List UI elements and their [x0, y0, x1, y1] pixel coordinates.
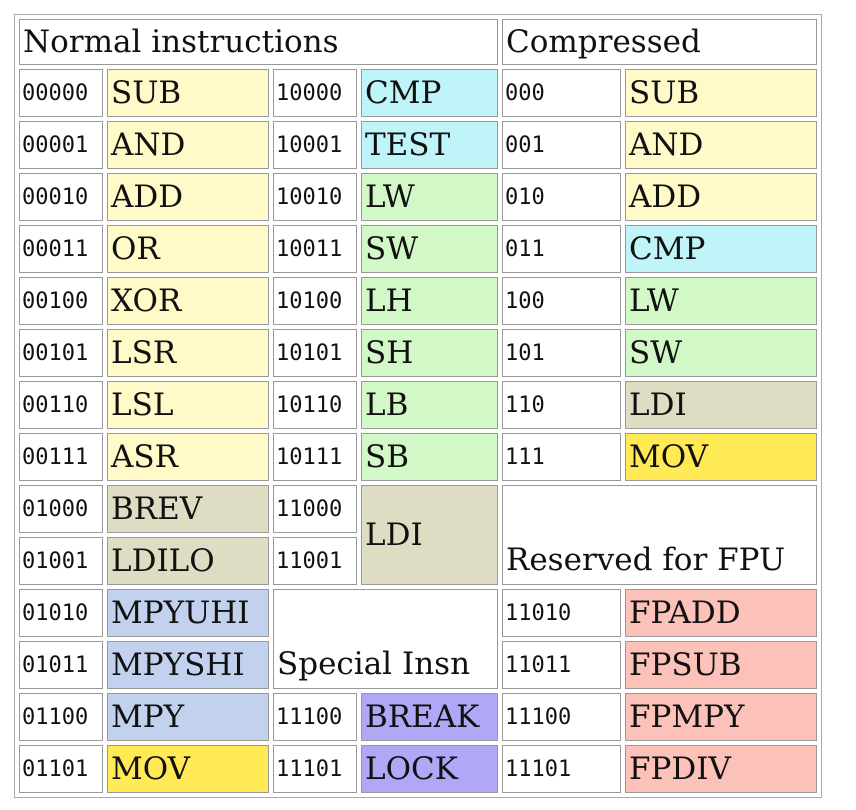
mnemonic-cell: LSR: [107, 329, 269, 377]
mnemonic-cell: ADD: [107, 173, 269, 221]
mnemonic-cell: LDILO: [107, 537, 269, 585]
opcode-cell: 10101: [273, 329, 357, 377]
opcode-cell: 01100: [19, 693, 103, 741]
mnemonic-cell: ASR: [107, 433, 269, 481]
opcode-cell: 10110: [273, 381, 357, 429]
table-row: 00111 ASR 10111 SB 111 MOV: [19, 433, 817, 481]
opcode-cell: 10100: [273, 277, 357, 325]
mnemonic-cell: XOR: [107, 277, 269, 325]
mnemonic-cell: CMP: [625, 225, 817, 273]
table-row: 01001 LDILO 11001: [19, 537, 817, 585]
opcode-cell: 10001: [273, 121, 357, 169]
mnemonic-cell: ADD: [625, 173, 817, 221]
table-frame: Normal instructions Compressed 00000 SUB 100…: [14, 14, 822, 798]
mnemonic-cell: MPYUHI: [107, 589, 269, 637]
table-row: 00010 ADD 10010 LW 010 ADD: [19, 173, 817, 221]
opcode-cell: 11101: [273, 745, 357, 793]
opcode-cell: 00110: [19, 381, 103, 429]
mnemonic-cell: SW: [361, 225, 498, 273]
opcode-cell: 111: [502, 433, 621, 481]
opcode-cell: 00101: [19, 329, 103, 377]
mnemonic-cell: MPYSHI: [107, 641, 269, 689]
opcode-cell: 11000: [273, 485, 357, 533]
opcode-cell: 11101: [502, 745, 621, 793]
table-row: 01011 MPYSHI 11011 FPSUB: [19, 641, 817, 689]
opcode-cell: 10111: [273, 433, 357, 481]
mnemonic-cell: CMP: [361, 69, 498, 117]
mnemonic-cell: Special Insn: [273, 589, 498, 689]
opcode-cell: 11001: [273, 537, 357, 585]
mnemonic-cell: TEST: [361, 121, 498, 169]
table-row: 00000 SUB 10000 CMP 000 SUB: [19, 69, 817, 117]
mnemonic-cell: MOV: [625, 433, 817, 481]
opcode-cell: 00000: [19, 69, 103, 117]
mnemonic-cell: FPMPY: [625, 693, 817, 741]
mnemonic-cell: SUB: [625, 69, 817, 117]
mnemonic-cell: LSL: [107, 381, 269, 429]
mnemonic-cell: MPY: [107, 693, 269, 741]
opcode-cell: 00011: [19, 225, 103, 273]
mnemonic-cell: LW: [361, 173, 498, 221]
mnemonic-cell: FPADD: [625, 589, 817, 637]
mnemonic-cell: LW: [625, 277, 817, 325]
opcode-cell: 10010: [273, 173, 357, 221]
mnemonic-cell: FPDIV: [625, 745, 817, 793]
table-row: 00101 LSR 10101 SH 101 SW: [19, 329, 817, 377]
mnemonic-cell: LH: [361, 277, 498, 325]
table-row: 01000 BREV 11000 LDI Reserved for FPU: [19, 485, 817, 585]
opcode-cell: 00111: [19, 433, 103, 481]
table-row: 00001 AND 10001 TEST 001 AND: [19, 121, 817, 169]
mnemonic-cell: LB: [361, 381, 498, 429]
opcode-cell: 11100: [273, 693, 357, 741]
table-row: 01101 MOV 11101 LOCK 11101 FPDIV: [19, 745, 817, 793]
opcode-cell: 10011: [273, 225, 357, 273]
opcode-cell: 00010: [19, 173, 103, 221]
mnemonic-cell: SH: [361, 329, 498, 377]
opcode-cell: 110: [502, 381, 621, 429]
opcode-cell: 01001: [19, 537, 103, 585]
mnemonic-cell: LDI: [361, 485, 498, 585]
opcode-cell: 11011: [502, 641, 621, 689]
opcode-cell: 01000: [19, 485, 103, 533]
table-row: 00110 LSL 10110 LB 110 LDI: [19, 381, 817, 429]
table-row: Normal instructions Compressed: [19, 19, 817, 65]
opcode-cell: 01011: [19, 641, 103, 689]
opcode-table: Normal instructions Compressed 00000 SUB 100…: [15, 15, 821, 797]
opcode-cell: 11100: [502, 693, 621, 741]
opcode-cell: 11010: [502, 589, 621, 637]
mnemonic-cell: BREV: [107, 485, 269, 533]
opcode-cell: 00001: [19, 121, 103, 169]
mnemonic-cell: MOV: [107, 745, 269, 793]
opcode-cell: 01101: [19, 745, 103, 793]
table-row: 00100 XOR 10100 LH 100 LW: [19, 277, 817, 325]
opcode-cell: 010: [502, 173, 621, 221]
opcode-cell: 101: [502, 329, 621, 377]
table-row: 01010 MPYUHI Special Insn 11010 FPADD: [19, 589, 817, 689]
header-cell: Normal instructions: [19, 19, 498, 65]
mnemonic-cell: FPSUB: [625, 641, 817, 689]
header-cell: Compressed: [502, 19, 817, 65]
mnemonic-cell: BREAK: [361, 693, 498, 741]
mnemonic-cell: Reserved for FPU: [502, 485, 817, 585]
mnemonic-cell: OR: [107, 225, 269, 273]
mnemonic-cell: AND: [625, 121, 817, 169]
opcode-cell: 00100: [19, 277, 103, 325]
mnemonic-cell: LDI: [625, 381, 817, 429]
mnemonic-cell: SB: [361, 433, 498, 481]
mnemonic-cell: SW: [625, 329, 817, 377]
opcode-cell: 000: [502, 69, 621, 117]
opcode-cell: 100: [502, 277, 621, 325]
opcode-cell: 011: [502, 225, 621, 273]
mnemonic-cell: LOCK: [361, 745, 498, 793]
opcode-cell: 001: [502, 121, 621, 169]
opcode-cell: 10000: [273, 69, 357, 117]
mnemonic-cell: SUB: [107, 69, 269, 117]
table-row: 01100 MPY 11100 BREAK 11100 FPMPY: [19, 693, 817, 741]
table-row: 00011 OR 10011 SW 011 CMP: [19, 225, 817, 273]
opcode-cell: 01010: [19, 589, 103, 637]
mnemonic-cell: AND: [107, 121, 269, 169]
